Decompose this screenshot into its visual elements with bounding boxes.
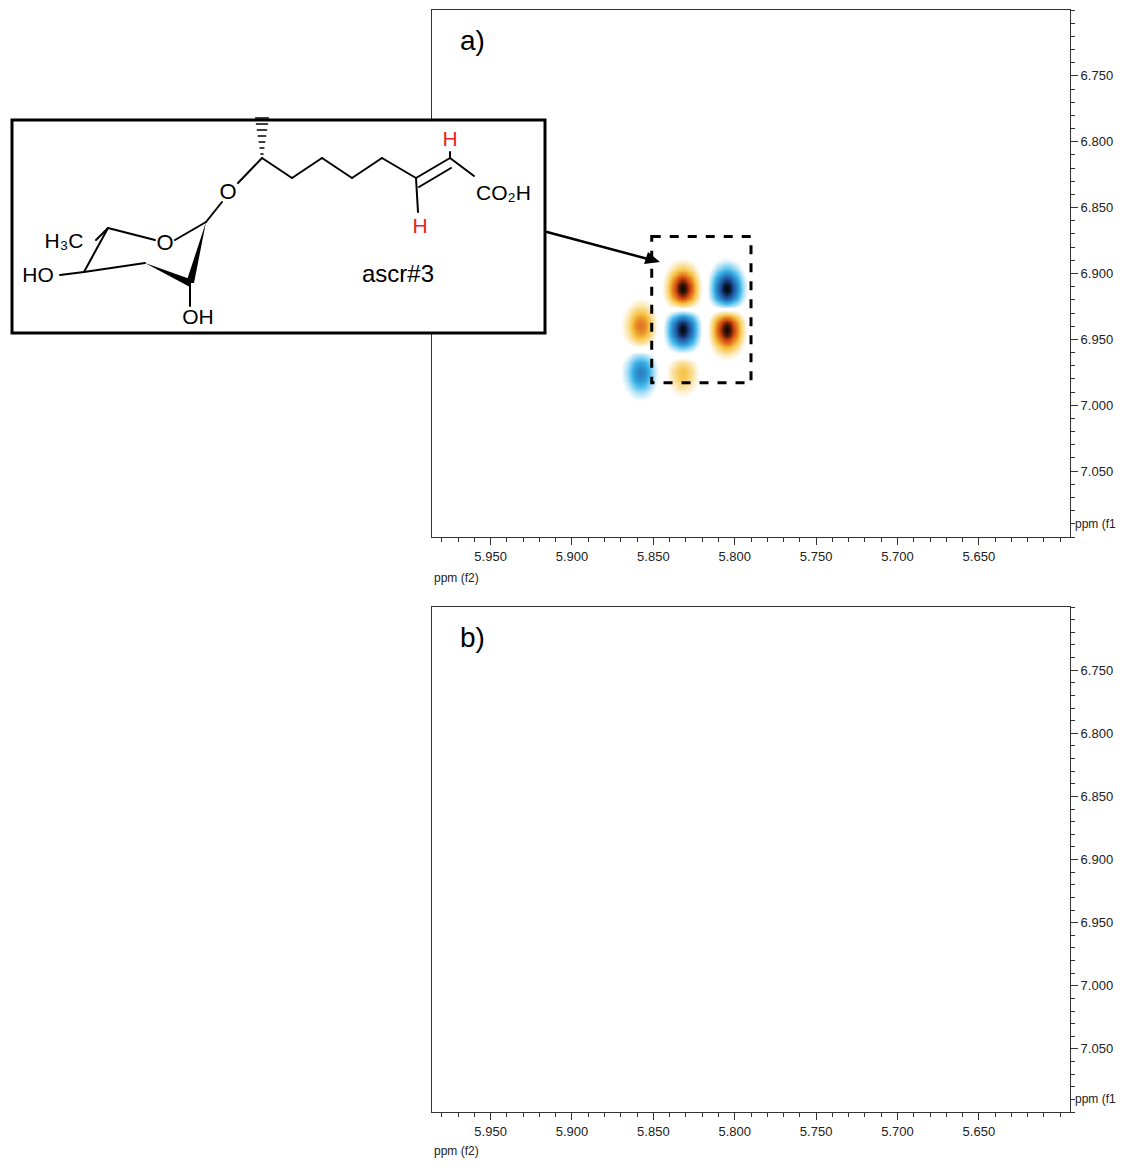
- svg-text:6.950: 6.950: [1081, 332, 1114, 347]
- svg-text:5.900: 5.900: [556, 549, 589, 564]
- svg-text:a): a): [460, 25, 485, 56]
- svg-text:5.800: 5.800: [718, 1124, 751, 1139]
- svg-text:5.700: 5.700: [881, 1124, 914, 1139]
- svg-text:5.950: 5.950: [474, 1124, 507, 1139]
- svg-text:6.800: 6.800: [1081, 726, 1114, 741]
- svg-text:ppm (f1: ppm (f1: [1075, 517, 1116, 531]
- svg-text:6.950: 6.950: [1081, 915, 1114, 930]
- svg-text:ppm (f1: ppm (f1: [1075, 1092, 1116, 1106]
- svg-text:O: O: [156, 230, 173, 255]
- svg-text:6.850: 6.850: [1081, 200, 1114, 215]
- svg-text:b): b): [460, 622, 485, 653]
- svg-text:5.750: 5.750: [800, 1124, 833, 1139]
- svg-text:5.650: 5.650: [963, 549, 996, 564]
- svg-text:6.750: 6.750: [1081, 663, 1114, 678]
- svg-text:5.850: 5.850: [637, 549, 670, 564]
- svg-text:CO₂H: CO₂H: [476, 181, 531, 204]
- svg-text:H₃C: H₃C: [45, 229, 84, 252]
- svg-text:5.650: 5.650: [963, 1124, 996, 1139]
- svg-text:7.000: 7.000: [1081, 978, 1114, 993]
- svg-text:6.800: 6.800: [1081, 134, 1114, 149]
- svg-text:ascr#3: ascr#3: [362, 260, 434, 287]
- svg-text:7.050: 7.050: [1081, 1041, 1114, 1056]
- svg-text:5.800: 5.800: [718, 549, 751, 564]
- svg-text:H: H: [412, 214, 427, 237]
- svg-text:5.900: 5.900: [556, 1124, 589, 1139]
- svg-text:5.950: 5.950: [474, 549, 507, 564]
- svg-text:7.050: 7.050: [1081, 464, 1114, 479]
- svg-text:5.750: 5.750: [800, 549, 833, 564]
- svg-text:5.850: 5.850: [637, 1124, 670, 1139]
- svg-text:6.850: 6.850: [1081, 789, 1114, 804]
- svg-text:ppm (f2): ppm (f2): [434, 1144, 479, 1158]
- svg-text:O: O: [219, 179, 236, 204]
- svg-text:5.700: 5.700: [881, 549, 914, 564]
- svg-text:ppm (f2): ppm (f2): [434, 571, 479, 585]
- svg-text:7.000: 7.000: [1081, 398, 1114, 413]
- svg-text:6.750: 6.750: [1081, 68, 1114, 83]
- svg-text:HO: HO: [22, 263, 54, 286]
- svg-text:OH: OH: [182, 305, 214, 328]
- svg-text:6.900: 6.900: [1081, 852, 1114, 867]
- svg-text:H: H: [442, 127, 457, 150]
- svg-text:6.900: 6.900: [1081, 266, 1114, 281]
